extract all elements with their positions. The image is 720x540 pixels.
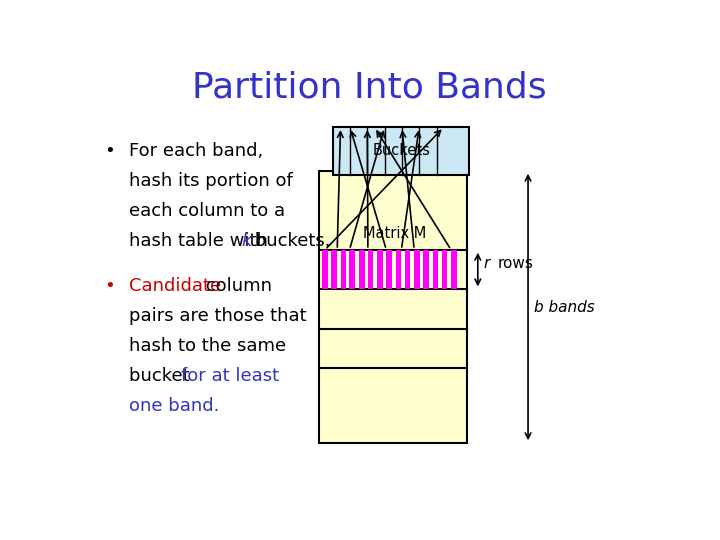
Text: one band.: one band. [129, 396, 220, 415]
Text: k: k [241, 232, 251, 249]
Bar [441, 250, 447, 289]
Text: For each band,: For each band, [129, 141, 264, 160]
Text: for at least: for at least [181, 367, 279, 384]
Text: buckets.: buckets. [249, 232, 330, 249]
Bar [405, 250, 410, 289]
FancyBboxPatch shape [333, 127, 469, 175]
Text: b bands: b bands [534, 300, 595, 314]
Bar [359, 250, 364, 289]
Text: rows: rows [498, 255, 534, 271]
Bar [423, 250, 428, 289]
Text: Buckets: Buckets [372, 144, 431, 158]
Bar [368, 250, 374, 289]
Bar [396, 250, 401, 289]
Text: hash its portion of: hash its portion of [129, 172, 293, 190]
FancyBboxPatch shape [319, 171, 467, 443]
Text: pairs are those that: pairs are those that [129, 307, 307, 325]
Bar [349, 250, 355, 289]
Bar [322, 250, 328, 289]
Text: •: • [104, 277, 115, 295]
Text: r: r [483, 255, 490, 271]
Bar [451, 250, 456, 289]
Text: each column to a: each column to a [129, 201, 285, 220]
Bar [377, 250, 383, 289]
Text: Partition Into Bands: Partition Into Bands [192, 71, 546, 105]
Bar [414, 250, 420, 289]
Bar [433, 250, 438, 289]
Text: bucket: bucket [129, 367, 195, 384]
Bar [387, 250, 392, 289]
Text: •: • [104, 141, 115, 160]
Text: hash to the same: hash to the same [129, 337, 286, 355]
Text: Candidate: Candidate [129, 277, 221, 295]
Text: column: column [200, 277, 272, 295]
Bar [331, 250, 337, 289]
Text: hash table with: hash table with [129, 232, 274, 249]
Bar [341, 250, 346, 289]
Text: Matrix M: Matrix M [364, 226, 427, 241]
